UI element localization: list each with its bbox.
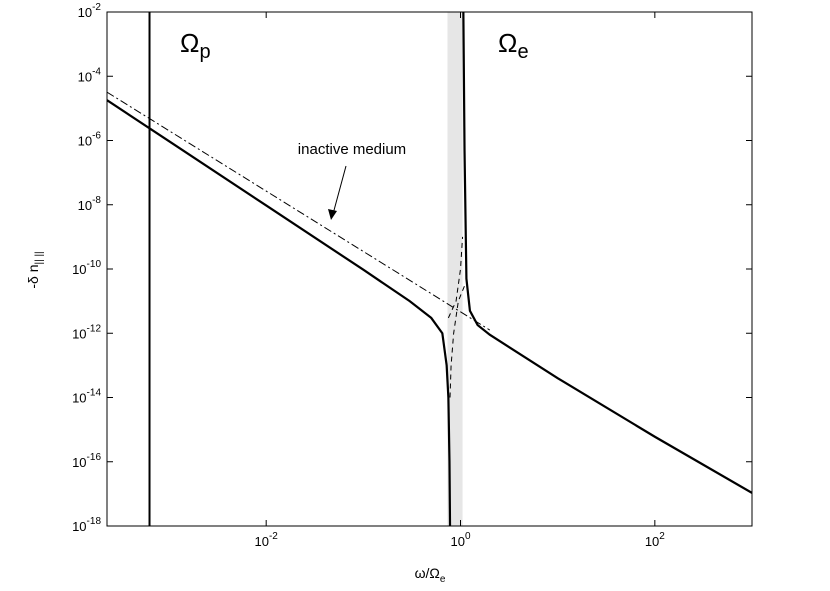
series-line: [449, 285, 465, 398]
x-tick-label: 10-2: [254, 531, 278, 549]
y-label-main: -δ n: [25, 265, 41, 289]
omega-p-label: Ωp: [180, 28, 211, 63]
arrow-head: [328, 209, 337, 220]
series-line: [107, 12, 752, 526]
omega-e-label: Ωe: [498, 28, 529, 63]
omega-e-sub: e: [517, 41, 528, 63]
y-tick-label: 10-4: [78, 66, 102, 84]
y-tick-label: 10-14: [72, 388, 101, 406]
y-tick-label: 10-8: [78, 195, 102, 213]
omega-e-main: Ω: [498, 28, 517, 58]
y-tick-label: 10-2: [78, 2, 102, 20]
x-tick-label: 102: [645, 531, 665, 549]
annotation-arrow: [332, 165, 347, 215]
omega-p-sub: p: [199, 41, 210, 63]
x-label-main: ω/Ω: [415, 565, 440, 581]
y-axis-label: -δ n|| ||: [25, 251, 45, 288]
y-tick-label: 10-6: [78, 131, 102, 149]
x-label-sub: e: [440, 574, 446, 585]
y-tick-label: 10-10: [72, 259, 101, 277]
annotation: inactive medium: [298, 141, 406, 158]
y-label-sub: || ||: [34, 251, 45, 264]
series-line: [447, 236, 464, 319]
y-tick-label: 10-18: [72, 516, 101, 534]
plot-frame: [106, 11, 753, 527]
x-axis-label: ω/Ωe: [415, 565, 446, 585]
omega-p-main: Ω: [180, 28, 199, 58]
x-tick-label: 100: [450, 531, 470, 549]
series-line: [107, 91, 491, 331]
y-tick-label: 10-16: [72, 452, 101, 470]
y-tick-label: 10-12: [72, 323, 101, 341]
resonance-band: [447, 12, 463, 526]
